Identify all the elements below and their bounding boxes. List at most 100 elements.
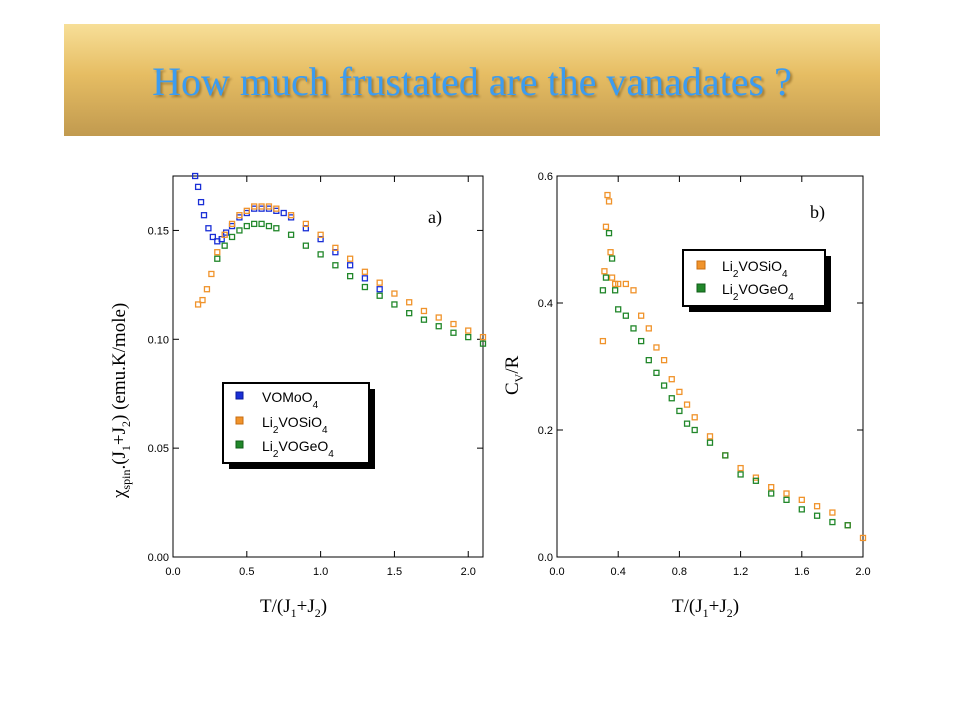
chart-a-point-2-9 [287, 231, 295, 238]
chart-a-point-2-16 [391, 301, 398, 308]
slide-title-text: How much frustated are the vanadates ? [152, 59, 792, 104]
chart-b-point-1-18 [737, 471, 744, 478]
chart-b-point-1-3 [608, 255, 616, 262]
chart-a-point-2-7 [265, 222, 273, 230]
chart-a-point-1-0 [194, 301, 202, 308]
chart-a-point-1-6 [228, 220, 236, 228]
legend-a-marker-li2vosio4 [235, 416, 244, 425]
chart-b: 0.0 0.4 0.8 1.2 1.6 2.0 0.0 0.2 0.4 0.6 b) T/(J1+… [502, 171, 871, 620]
chart-a-point-0-4 [205, 225, 212, 232]
chart-b-ytick-label-2: 0.4 [538, 298, 553, 310]
chart-a-xtick-label-1: 0.5 [239, 566, 254, 578]
chart-a-point-1-2 [203, 286, 211, 293]
chart-a: 0.0 0.5 1.0 1.5 2.0 0.00 0.05 0.10 0.15 a) T/(J1… [109, 172, 487, 620]
chart-a-y-axis-label: χspin.(J1+J2) (emu.K/mole) [109, 303, 133, 499]
chart-b-point-1-23 [813, 512, 821, 519]
chart-b-xtick-label-4: 1.6 [794, 566, 809, 578]
chart-b-point-1-13 [676, 407, 683, 415]
slide-title: How much frustated are the vanadates ? [64, 62, 880, 122]
chart-a-ytick-label-2: 0.10 [148, 334, 169, 346]
chart-b-point-0-3 [604, 191, 611, 199]
chart-b-point-0-15 [668, 376, 675, 383]
chart-a-point-1-25 [465, 327, 472, 334]
chart-b-point-0-0 [599, 337, 607, 345]
chart-b-point-0-29 [859, 534, 867, 542]
chart-b-point-0-13 [653, 344, 660, 351]
chart-b-xtick-label-5: 2.0 [855, 566, 870, 578]
chart-a-point-1-14 [302, 220, 310, 228]
chart-a-point-1-10 [258, 203, 265, 210]
chart-a-panel-label: a) [428, 207, 442, 228]
chart-b-x-axis-label: T/(J1+J2) [672, 596, 739, 620]
chart-b-point-0-12 [645, 325, 652, 332]
chart-b-point-1-2 [605, 229, 613, 237]
chart-b-point-1-4 [611, 287, 619, 294]
chart-b-ytick-label-0: 0.0 [538, 552, 553, 564]
chart-b-plot-area [599, 191, 867, 542]
chart-a-point-1-7 [236, 212, 243, 219]
chart-b-point-0-18 [691, 414, 698, 421]
chart-b-xtick-label-3: 1.2 [733, 566, 748, 578]
legend-b-marker-li2vogeo4 [696, 283, 706, 293]
chart-b-point-1-10 [653, 369, 660, 377]
chart-b-xtick-label-1: 0.4 [611, 566, 626, 578]
chart-a-point-1-21 [406, 299, 413, 306]
chart-b-point-1-5 [615, 306, 622, 313]
chart-a-point-1-8 [243, 207, 250, 214]
chart-b-point-0-14 [660, 356, 668, 364]
chart-b-point-0-16 [676, 388, 683, 396]
legend-a-marker-li2vogeo4 [235, 440, 244, 449]
chart-a-point-1-12 [273, 205, 280, 212]
chart-b-point-1-20 [768, 490, 775, 497]
chart-b-point-0-19 [706, 433, 714, 440]
chart-b-point-1-19 [752, 477, 760, 484]
chart-b-series-1 [599, 229, 851, 529]
chart-a-series-1 [194, 203, 487, 341]
chart-b-point-0-24 [783, 490, 790, 497]
chart-a-point-0-22 [361, 275, 369, 282]
chart-a-ytick-label-3: 0.15 [148, 225, 169, 237]
chart-a-point-0-16 [280, 209, 287, 217]
chart-a-point-1-23 [435, 314, 442, 321]
chart-a-x-axis-label: T/(J1+J2) [260, 596, 327, 620]
chart-a-xtick-label-4: 2.0 [461, 566, 476, 578]
chart-a-point-1-1 [199, 296, 206, 304]
title-banner: How much frustated are the vanadates ? [64, 24, 880, 136]
chart-a-point-1-5 [221, 231, 228, 238]
chart-b-point-1-16 [706, 439, 714, 446]
chart-a-point-1-26 [479, 333, 487, 341]
chart-b-point-0-2 [602, 223, 610, 230]
chart-a-legend: VOMoO4 Li2VOSiO4 Li2VOGeO4 [222, 382, 375, 469]
chart-a-point-2-14 [361, 283, 369, 291]
chart-b-point-0-22 [752, 474, 760, 481]
chart-a-series-0 [191, 172, 383, 293]
chart-b-point-1-11 [660, 382, 668, 389]
chart-a-point-1-16 [332, 244, 339, 251]
chart-a-point-1-18 [361, 268, 369, 275]
chart-b-point-1-1 [602, 274, 610, 281]
chart-b-xtick-label-0: 0.0 [549, 566, 564, 578]
chart-a-point-2-13 [346, 272, 354, 280]
chart-a-point-1-4 [214, 249, 221, 256]
chart-b-point-0-8 [615, 280, 622, 288]
chart-a-point-2-19 [435, 323, 442, 330]
chart-b-point-0-1 [601, 268, 608, 275]
chart-b-ytick-label-3: 0.6 [538, 171, 553, 183]
chart-b-point-1-21 [783, 496, 790, 504]
chart-b-point-1-7 [630, 325, 637, 332]
chart-b-point-0-20 [722, 452, 729, 459]
chart-a-point-0-1 [194, 183, 202, 191]
chart-b-ytick-label-1: 0.2 [538, 425, 553, 437]
chart-b-point-1-22 [798, 506, 805, 513]
chart-a-point-2-21 [465, 333, 472, 341]
chart-a-series-2 [214, 220, 487, 347]
chart-a-point-0-21 [346, 262, 354, 269]
chart-a-point-2-22 [479, 340, 487, 347]
chart-b-series-0 [599, 191, 867, 542]
chart-a-point-2-8 [273, 225, 280, 232]
chart-b-y-axis-label: CV/R [502, 355, 526, 395]
chart-a-point-1-17 [346, 255, 354, 262]
chart-a-xtick-label-2: 1.0 [313, 566, 328, 578]
chart-a-xtick-label-0: 0.0 [165, 566, 180, 578]
chart-b-point-0-11 [638, 312, 645, 319]
